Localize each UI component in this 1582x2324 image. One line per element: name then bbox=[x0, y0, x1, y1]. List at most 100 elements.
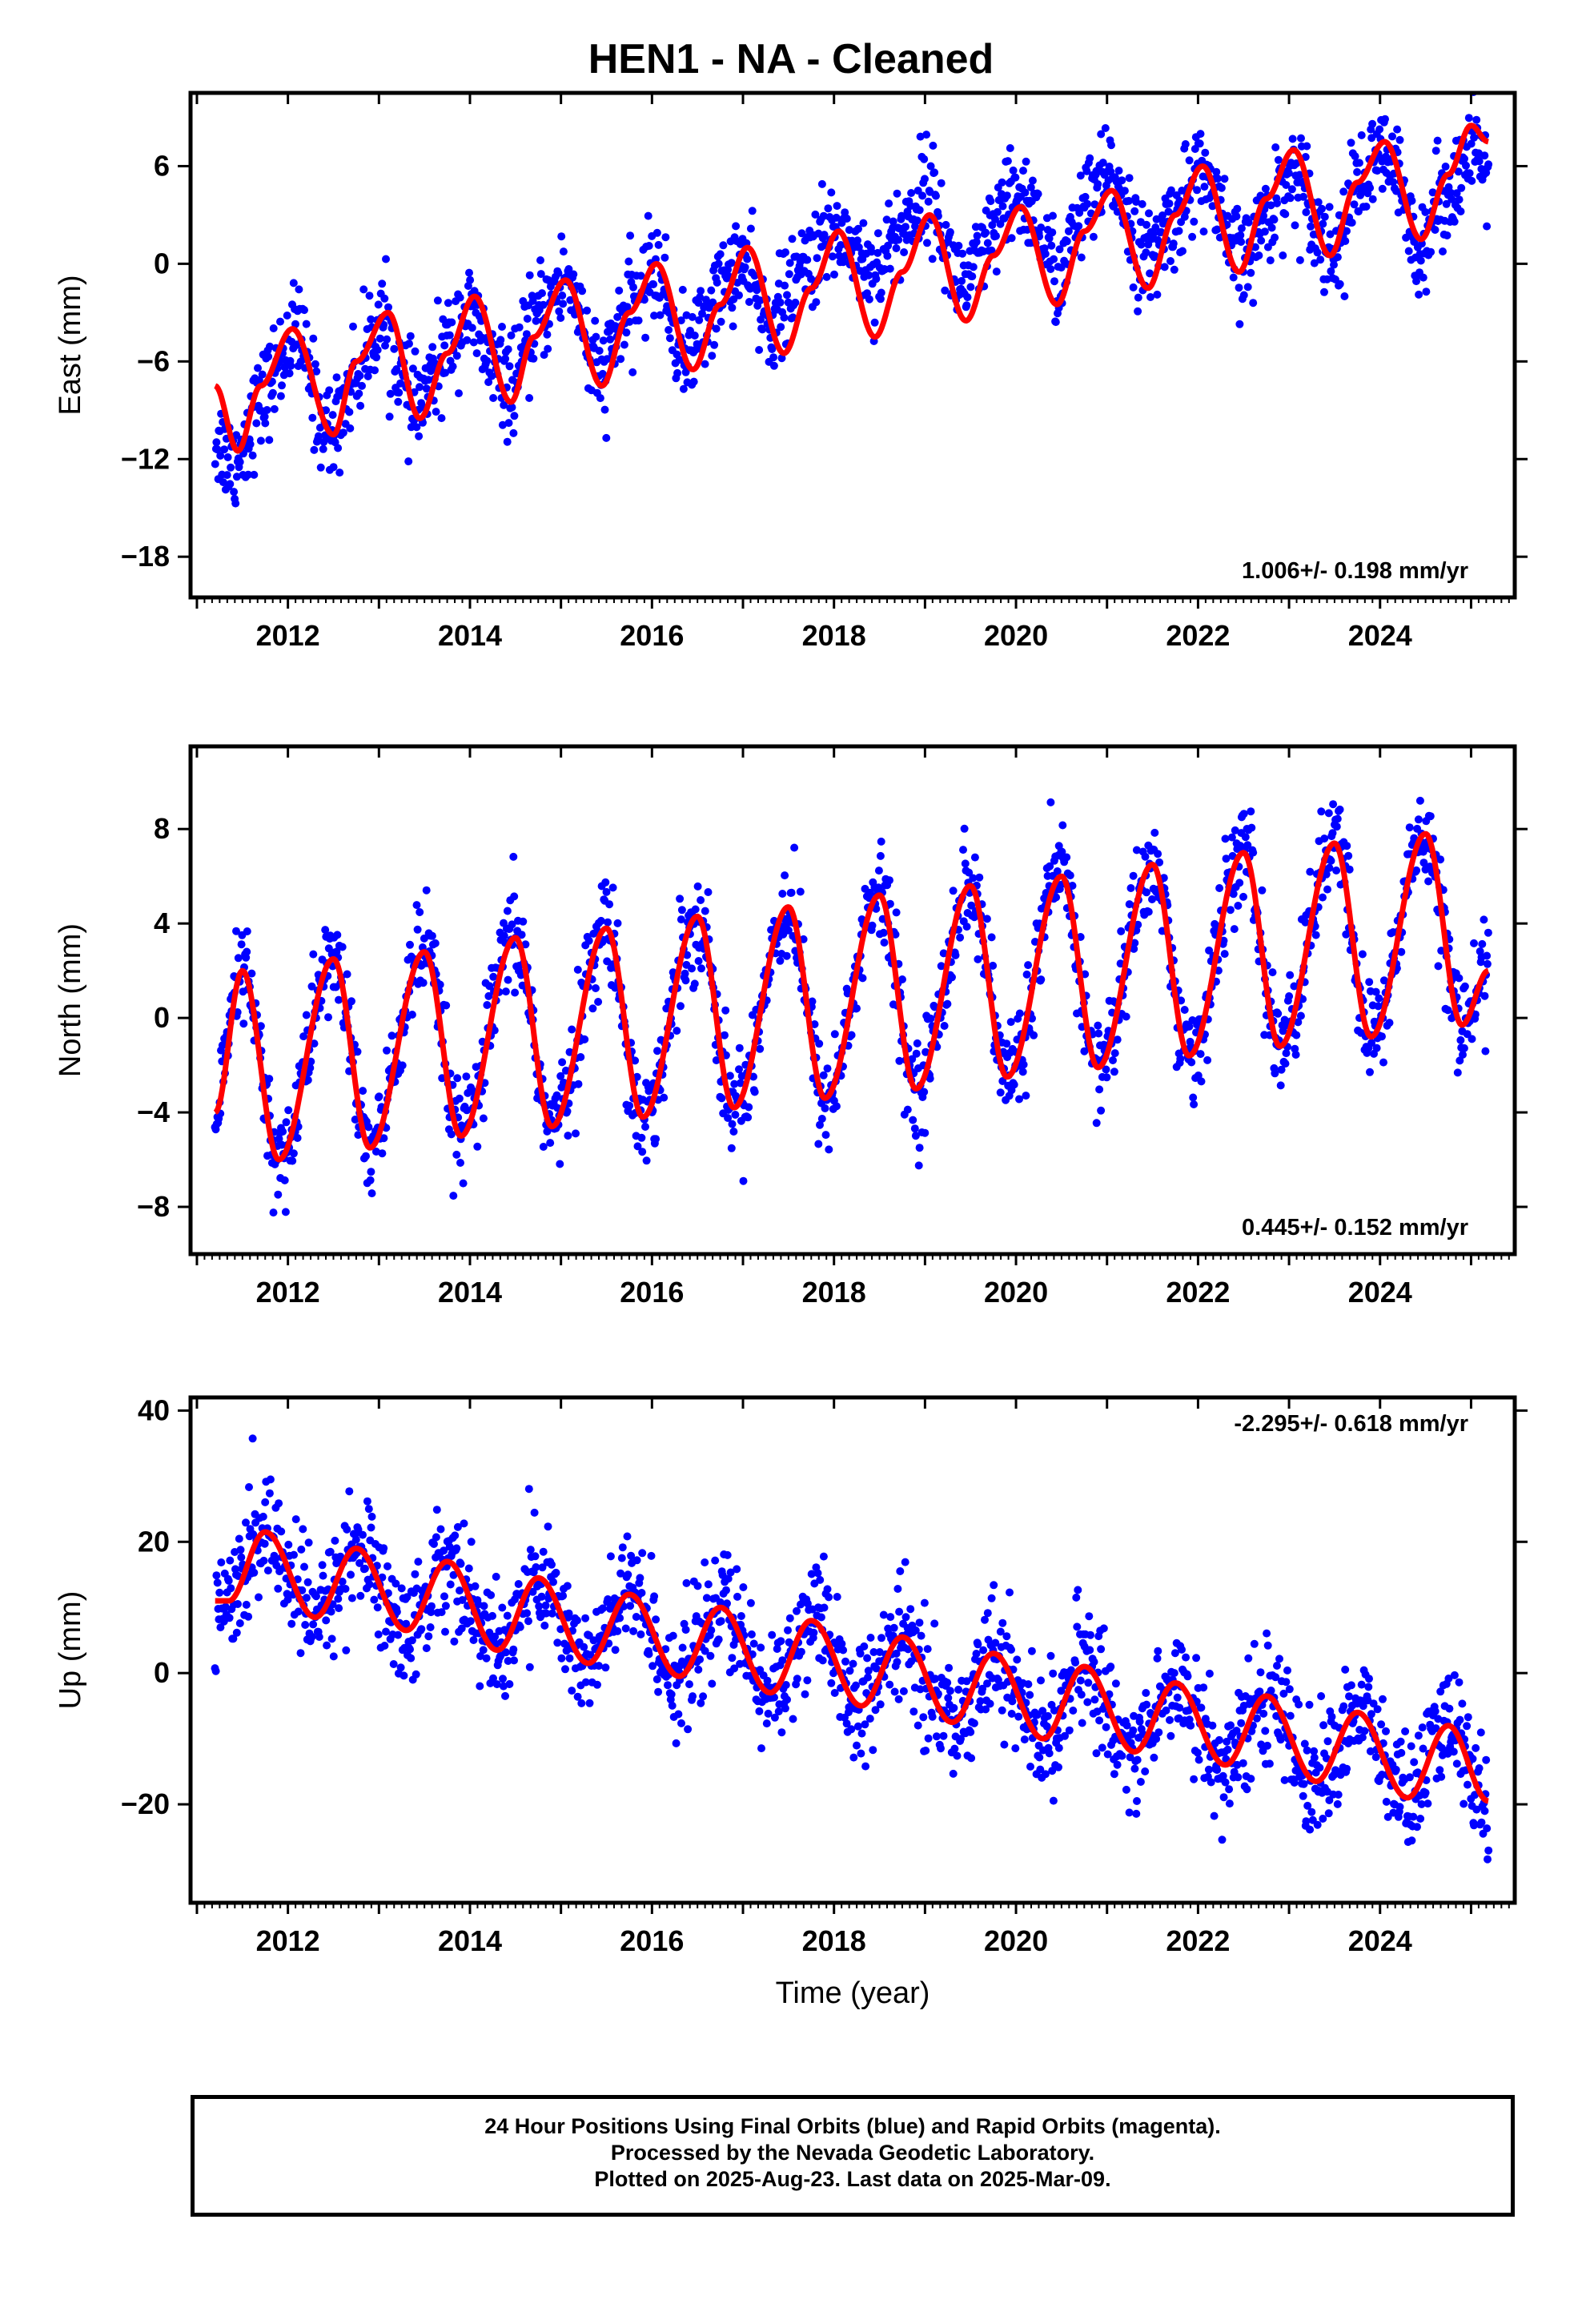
data-point bbox=[1282, 1049, 1291, 1058]
data-point bbox=[269, 324, 278, 332]
data-point bbox=[312, 1592, 320, 1601]
data-point bbox=[1285, 992, 1294, 1000]
data-point bbox=[652, 1615, 661, 1624]
data-point bbox=[1460, 155, 1468, 163]
data-point bbox=[242, 1600, 251, 1609]
y-tick-label: 0 bbox=[154, 1001, 170, 1034]
data-point bbox=[1239, 810, 1248, 818]
data-point bbox=[528, 296, 537, 305]
data-point bbox=[297, 1545, 306, 1554]
data-point bbox=[382, 1627, 390, 1636]
data-point bbox=[746, 224, 755, 233]
data-point bbox=[589, 1636, 598, 1645]
data-point bbox=[574, 1080, 583, 1088]
data-point bbox=[661, 233, 670, 242]
x-tick-label: 2022 bbox=[1166, 1276, 1230, 1309]
data-point bbox=[274, 1190, 283, 1199]
data-point bbox=[424, 376, 433, 384]
data-point bbox=[1176, 1055, 1185, 1063]
data-point bbox=[1142, 220, 1150, 229]
data-point bbox=[364, 1505, 373, 1514]
data-point bbox=[449, 1192, 458, 1200]
data-point bbox=[315, 1633, 323, 1641]
data-point bbox=[1281, 210, 1290, 219]
data-point bbox=[782, 951, 791, 960]
data-point bbox=[322, 1616, 331, 1625]
data-point bbox=[1052, 893, 1061, 902]
data-point bbox=[1180, 1006, 1189, 1014]
data-point bbox=[422, 886, 431, 895]
data-point bbox=[242, 1518, 250, 1527]
data-point bbox=[688, 964, 696, 973]
data-point bbox=[1342, 930, 1351, 939]
data-point bbox=[1480, 915, 1488, 924]
data-point bbox=[479, 1114, 488, 1123]
data-point bbox=[405, 340, 413, 348]
data-point bbox=[365, 292, 374, 300]
data-point bbox=[861, 1762, 870, 1771]
data-point bbox=[444, 299, 452, 308]
data-point bbox=[265, 1075, 274, 1084]
data-point bbox=[1284, 169, 1293, 178]
data-point bbox=[907, 1657, 916, 1666]
data-point bbox=[718, 1570, 727, 1579]
data-point bbox=[1130, 939, 1139, 947]
data-point bbox=[406, 940, 414, 949]
data-point bbox=[263, 1566, 272, 1575]
data-point bbox=[1188, 232, 1197, 241]
data-point bbox=[1008, 1697, 1017, 1706]
data-point bbox=[524, 1617, 532, 1626]
data-point bbox=[624, 257, 633, 266]
data-point bbox=[1373, 167, 1382, 175]
data-point bbox=[354, 1131, 363, 1140]
data-point bbox=[812, 298, 821, 307]
plot-area bbox=[211, 93, 1493, 508]
data-point bbox=[1190, 1100, 1199, 1108]
data-point bbox=[299, 1525, 307, 1534]
data-point bbox=[334, 444, 343, 452]
data-point bbox=[842, 215, 851, 223]
data-point bbox=[853, 236, 861, 245]
data-point bbox=[845, 1667, 854, 1675]
data-point bbox=[426, 1623, 435, 1631]
data-point bbox=[452, 1150, 461, 1159]
data-point bbox=[1371, 987, 1380, 996]
data-point bbox=[983, 1609, 992, 1618]
data-point bbox=[732, 222, 741, 231]
data-point bbox=[1379, 976, 1388, 985]
data-point bbox=[876, 851, 885, 860]
data-point bbox=[1340, 292, 1349, 300]
data-point bbox=[678, 1643, 687, 1652]
data-point bbox=[1313, 248, 1322, 257]
data-point bbox=[1314, 198, 1323, 207]
data-point bbox=[622, 328, 631, 337]
data-point bbox=[863, 1654, 872, 1663]
data-point bbox=[501, 1691, 509, 1700]
data-point bbox=[914, 1161, 923, 1170]
data-point bbox=[355, 372, 364, 380]
data-point bbox=[437, 414, 446, 423]
data-point bbox=[869, 1746, 877, 1755]
data-point bbox=[1146, 293, 1154, 301]
data-point bbox=[654, 1687, 663, 1696]
data-point bbox=[817, 179, 826, 188]
data-point bbox=[857, 1749, 865, 1758]
data-point bbox=[538, 289, 546, 298]
data-point bbox=[1419, 858, 1428, 867]
data-point bbox=[331, 1536, 339, 1545]
data-point bbox=[1064, 227, 1073, 235]
data-point bbox=[355, 1558, 364, 1567]
data-point bbox=[1037, 1676, 1045, 1685]
data-point bbox=[1066, 871, 1074, 880]
data-point bbox=[1118, 176, 1126, 185]
data-point bbox=[1456, 1056, 1464, 1065]
data-point bbox=[517, 931, 526, 939]
data-point bbox=[243, 927, 251, 935]
data-point bbox=[854, 243, 863, 251]
data-point bbox=[276, 317, 284, 326]
data-point bbox=[563, 1582, 572, 1590]
data-point bbox=[453, 1074, 462, 1083]
data-point bbox=[863, 289, 872, 298]
data-point bbox=[394, 1630, 403, 1639]
data-point bbox=[785, 259, 794, 267]
